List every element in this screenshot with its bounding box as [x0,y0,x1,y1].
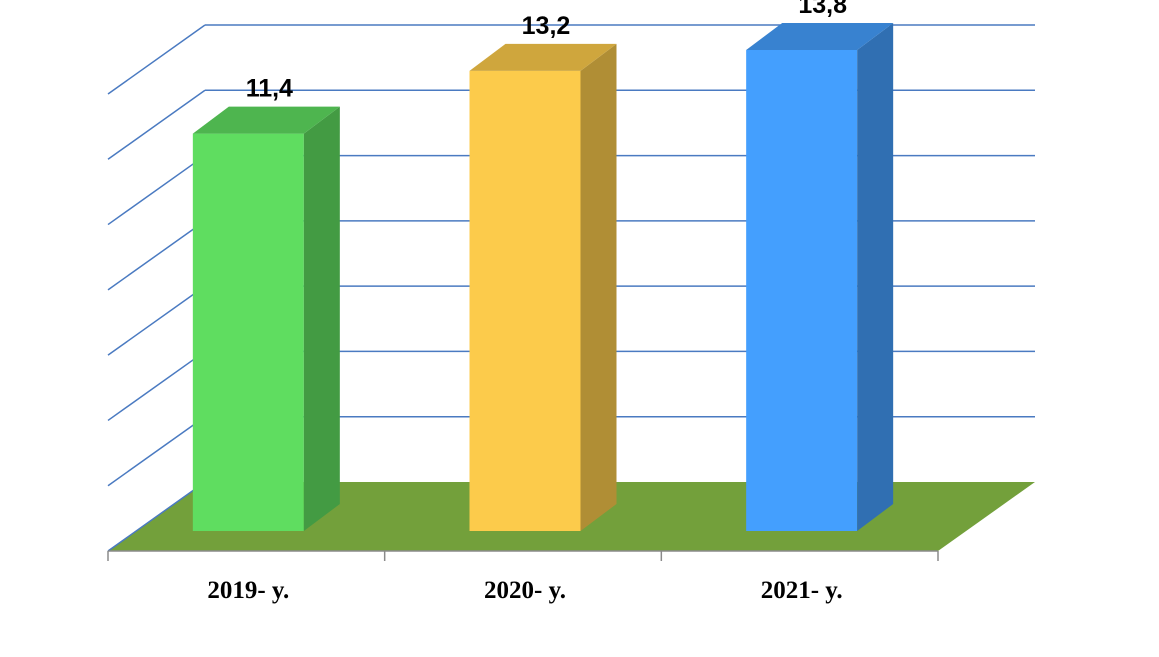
gridline-side [107,285,206,356]
floor-edge [107,481,206,552]
gridline-side [107,220,206,291]
bar-top [192,106,340,134]
x-tick-label: 2020- y. [484,577,566,604]
bar-side [857,22,894,532]
gridline-side [107,24,206,95]
gridline-side [107,350,206,422]
bar-front [192,133,304,531]
bar-top [746,22,894,50]
bar-2021- y. [746,22,894,532]
gridline-side [107,89,206,160]
bar-side [303,106,340,531]
bar-side [580,43,617,532]
bar-front [469,70,581,532]
bar-front [746,49,858,532]
labels: 11,4 2019- y. 13,2 2020- y. 13,8 2021- y. [207,0,847,604]
data-label: 13,8 [798,0,847,19]
x-tick-label: 2021- y. [761,577,843,604]
gridline-side [107,154,206,226]
bar-2019- y. [192,106,340,531]
bar-top [469,43,617,71]
x-axis [107,550,939,561]
gridlines [107,24,1035,487]
x-tick-label: 2019- y. [207,577,289,604]
bar-2020- y. [469,43,617,532]
bars [192,22,894,532]
data-label: 11,4 [246,75,293,103]
data-label: 13,2 [522,12,571,40]
gridline-side [107,416,206,487]
